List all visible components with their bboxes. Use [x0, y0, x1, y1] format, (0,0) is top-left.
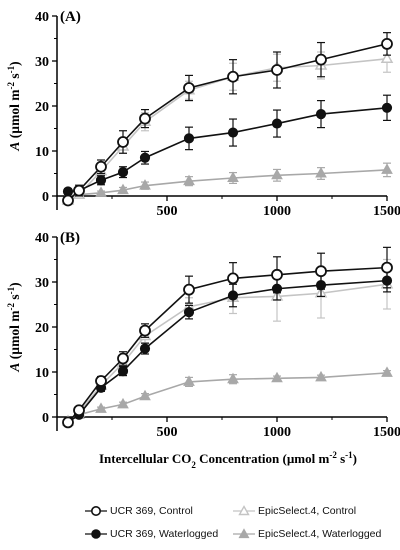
- data-point: [117, 167, 129, 178]
- data-point: [95, 402, 107, 413]
- series-ucr-369-waterlogged: [62, 94, 393, 197]
- y-tick-label: 30: [35, 55, 49, 70]
- data-point: [139, 324, 151, 337]
- x-tick-label: 500: [157, 425, 178, 440]
- data-point: [183, 375, 195, 386]
- data-point: [117, 366, 129, 377]
- data-point: [227, 127, 239, 138]
- series-ucr-369-waterlogged: [62, 268, 393, 428]
- y-tick-label: 10: [35, 366, 49, 381]
- legend-label: UCR 369, Waterlogged: [110, 528, 219, 540]
- series-line: [67, 107, 388, 193]
- legend-item-epic-control: EpicSelect.4, Control: [233, 505, 356, 517]
- data-point: [73, 404, 85, 417]
- data-point: [117, 397, 129, 409]
- x-tick-label: 1000: [263, 204, 291, 219]
- data-point: [139, 112, 151, 125]
- data-point: [381, 102, 393, 113]
- data-point: [95, 375, 107, 387]
- data-point: [183, 133, 195, 144]
- panel-label: (B): [60, 230, 80, 246]
- data-point: [315, 370, 327, 382]
- y-tick-label: 40: [35, 10, 49, 25]
- data-point: [315, 166, 327, 178]
- data-point: [315, 109, 327, 120]
- chart-panel-b: 0 10 20 30 40 500 1000 1500 (B) A (µmol m-2 s-1) I…: [6, 230, 400, 470]
- x-tick-label: 1000: [263, 425, 291, 440]
- data-point: [183, 174, 195, 186]
- data-point: [271, 371, 283, 383]
- data-point: [315, 53, 327, 66]
- data-point: [139, 152, 151, 163]
- data-point: [183, 283, 195, 296]
- data-point: [381, 366, 393, 377]
- data-point: [139, 389, 151, 401]
- x-tick-label: 1500: [373, 425, 400, 440]
- series-line: [67, 57, 388, 202]
- data-point: [227, 171, 239, 182]
- y-tick-label: 0: [42, 411, 49, 426]
- triangle-open-icon: [233, 505, 255, 516]
- panel-label: (A): [60, 9, 81, 25]
- y-tick-label: 0: [42, 190, 49, 205]
- series-line: [67, 283, 388, 423]
- data-point: [117, 352, 129, 365]
- data-point: [183, 82, 195, 94]
- series-epicselect-4-control: [61, 44, 394, 205]
- triangle-filled-icon: [233, 528, 255, 539]
- data-point: [381, 163, 393, 174]
- data-point: [117, 136, 129, 148]
- data-point: [227, 372, 239, 384]
- data-point: [73, 184, 85, 197]
- data-point: [95, 186, 107, 197]
- data-point: [95, 175, 107, 186]
- circle-filled-icon: [85, 529, 107, 539]
- series-line: [67, 279, 388, 424]
- data-point: [183, 307, 195, 318]
- series-ucr-369-control: [62, 246, 393, 429]
- legend-item-ucr-control: UCR 369, Control: [85, 505, 193, 517]
- series-line: [67, 266, 388, 423]
- data-point: [62, 194, 74, 207]
- circle-open-icon: [85, 506, 107, 516]
- y-tick-label: 20: [35, 321, 49, 336]
- data-point: [95, 160, 107, 173]
- y-tick-label: 20: [35, 100, 49, 115]
- series-ucr-369-control: [62, 32, 393, 207]
- x-tick-label: 500: [157, 204, 178, 219]
- data-point: [139, 343, 151, 354]
- series-line: [67, 169, 388, 197]
- legend-label: EpicSelect.4, Control: [258, 505, 357, 517]
- data-point: [271, 118, 283, 129]
- data-point: [381, 38, 393, 50]
- data-point: [227, 272, 239, 285]
- data-point: [271, 168, 283, 180]
- legend: UCR 369, Control UCR 369, Waterlogged Ep…: [55, 497, 400, 547]
- legend-item-epic-waterlogged: EpicSelect.4, Waterlogged: [233, 528, 381, 540]
- y-axis-label: A (µmol m-2 s-1): [6, 282, 22, 372]
- y-axis-label: A (µmol m-2 s-1): [6, 61, 22, 151]
- series-epicselect-4-waterlogged: [62, 162, 393, 200]
- x-tick-label: 1500: [373, 204, 400, 219]
- data-point: [117, 183, 129, 195]
- data-point: [315, 265, 327, 278]
- data-point: [380, 51, 394, 63]
- chart-panel-a: 0 10 20 30 40 500 1000 1500 (A) A (µmol m-2 s-1): [6, 9, 400, 219]
- y-tick-label: 30: [35, 276, 49, 291]
- series-line: [67, 372, 388, 423]
- data-point: [271, 268, 283, 281]
- data-point: [271, 64, 283, 76]
- legend-label: UCR 369, Control: [110, 505, 193, 517]
- x-axis-label: Intercellular CO2 Concentration (µmol m-…: [99, 450, 357, 470]
- legend-item-ucr-waterlogged: UCR 369, Waterlogged: [85, 528, 218, 540]
- data-point: [227, 70, 239, 83]
- data-point: [62, 416, 74, 429]
- data-point: [139, 179, 151, 190]
- y-tick-label: 40: [35, 231, 49, 246]
- y-tick-label: 10: [35, 145, 49, 160]
- data-point: [381, 261, 393, 274]
- series-line: [67, 43, 388, 202]
- legend-label: EpicSelect.4, Waterlogged: [258, 528, 382, 540]
